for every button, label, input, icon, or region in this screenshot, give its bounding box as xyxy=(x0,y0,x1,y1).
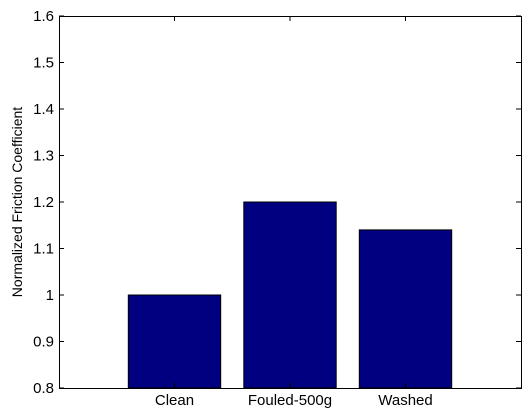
y-axis-label: Normalized Friction Coefficient xyxy=(9,107,25,297)
y-tick-label: 0.9 xyxy=(33,334,54,351)
y-tick-label: 1.2 xyxy=(33,194,54,211)
y-tick-labels: 0.8 0.9 1 1.1 1.2 1.3 1.4 1.5 1.6 xyxy=(33,8,54,397)
ticks-layer xyxy=(59,15,521,389)
x-tick-label: Clean xyxy=(155,392,194,408)
x-tick-label: Fouled-500g xyxy=(248,392,332,408)
y-tick-label: 1.5 xyxy=(33,55,54,72)
x-tick-label: Washed xyxy=(378,392,432,408)
bar-clean xyxy=(127,294,222,389)
y-tick-label: 1.6 xyxy=(33,8,54,25)
y-tick-label: 0.8 xyxy=(33,380,54,397)
y-tick-label: 1.1 xyxy=(33,241,54,258)
y-tick-label: 1.4 xyxy=(33,101,54,118)
bars-layer xyxy=(127,201,453,389)
y-tick-label: 1.3 xyxy=(33,148,54,165)
bar-washed xyxy=(358,229,453,389)
y-tick-label: 1 xyxy=(46,287,54,304)
bar-fouled-500g xyxy=(243,201,337,389)
x-tick-labels: Clean Fouled-500g Washed xyxy=(155,392,433,409)
